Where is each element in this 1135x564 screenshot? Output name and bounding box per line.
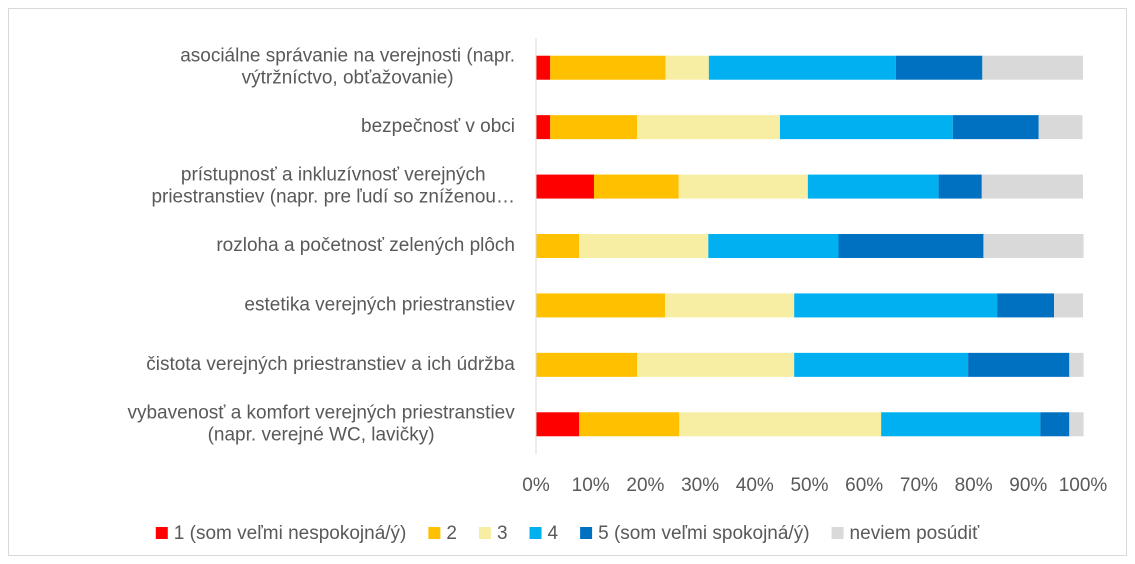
bar-segment bbox=[678, 174, 808, 199]
bar-segment bbox=[637, 115, 780, 140]
bar-segment bbox=[938, 174, 982, 199]
bar-segment bbox=[665, 55, 709, 80]
legend-label: 1 (som veľmi nespokojná/ý) bbox=[174, 523, 407, 544]
bar-segment bbox=[838, 234, 984, 258]
bar-segment bbox=[579, 412, 680, 437]
x-tick-label: 50% bbox=[790, 475, 828, 496]
bar-segment bbox=[1054, 293, 1083, 318]
bar-segment bbox=[982, 55, 1083, 80]
bar-segment bbox=[708, 55, 896, 80]
category-label: prístupnosť a inkluzívnosť verejných prie… bbox=[151, 165, 515, 208]
category-label: čistota verejných priestranstiev a ich ú… bbox=[146, 354, 515, 375]
legend-swatch bbox=[529, 527, 542, 539]
bar-segment bbox=[1069, 412, 1084, 437]
bar-segment bbox=[983, 234, 1084, 258]
bar-segment bbox=[665, 293, 795, 318]
x-tick-label: 80% bbox=[955, 475, 993, 496]
legend-item: 2 bbox=[428, 523, 457, 544]
legend-item: 4 bbox=[529, 523, 559, 544]
x-tick-label: 60% bbox=[845, 475, 883, 496]
category-label: rozloha a početnosť zelených plôch bbox=[216, 235, 515, 256]
bar-segment bbox=[536, 55, 551, 80]
legend-item: 5 (som veľmi spokojná/ý) bbox=[580, 523, 810, 544]
legend-item: 1 (som veľmi nespokojná/ý) bbox=[155, 523, 407, 544]
x-tick-label: 10% bbox=[572, 475, 610, 496]
legend-swatch bbox=[155, 527, 168, 539]
bar-segment bbox=[550, 55, 666, 80]
legend-label: 5 (som veľmi spokojná/ý) bbox=[598, 523, 809, 544]
bar-segment bbox=[807, 174, 939, 199]
legend-label: 3 bbox=[497, 523, 508, 544]
legend-swatch bbox=[478, 527, 491, 539]
category-label: bezpečnosť v obci bbox=[361, 116, 515, 137]
bar-segment bbox=[593, 174, 679, 199]
legend-label: 2 bbox=[446, 523, 457, 544]
bar-segment bbox=[1040, 412, 1070, 437]
bar-segment bbox=[794, 293, 998, 318]
chart-border bbox=[8, 8, 1127, 556]
bar-segment bbox=[708, 234, 839, 258]
category-label: asociálne správanie na verejnosti (napr.… bbox=[180, 46, 515, 89]
bar-segment bbox=[679, 412, 882, 437]
category-label: estetika verejných priestranstiev bbox=[244, 294, 515, 315]
bar-segment bbox=[1038, 115, 1083, 140]
x-tick-label: 30% bbox=[681, 475, 719, 496]
category-label: vybavenosť a komfort verejných priestran… bbox=[127, 402, 515, 445]
legend-label: neviem posúdiť bbox=[850, 523, 981, 544]
bar-segment bbox=[1069, 352, 1084, 377]
bar-segment bbox=[881, 412, 1041, 437]
bar-segment bbox=[536, 412, 580, 437]
bar-segment bbox=[637, 352, 795, 377]
bar-segment bbox=[536, 115, 551, 140]
x-tick-label: 70% bbox=[900, 475, 938, 496]
bar-segment bbox=[952, 115, 1039, 140]
x-tick-label: 40% bbox=[736, 475, 774, 496]
bar-segment bbox=[895, 55, 983, 80]
legend-item: 3 bbox=[478, 523, 508, 544]
x-tick-label: 0% bbox=[522, 475, 550, 496]
legend-swatch bbox=[831, 527, 844, 539]
bar-segment bbox=[550, 115, 638, 140]
legend-label: 4 bbox=[548, 523, 559, 544]
bar-segment bbox=[536, 293, 666, 318]
x-tick-label: 20% bbox=[626, 475, 664, 496]
bar-segment bbox=[536, 234, 580, 258]
legend-swatch bbox=[580, 527, 593, 539]
bar-segment bbox=[794, 352, 969, 377]
bar-segment bbox=[536, 174, 594, 199]
bar-segment bbox=[779, 115, 953, 140]
bar-segment bbox=[997, 293, 1055, 318]
bar-segment bbox=[981, 174, 1083, 199]
x-tick-label: 90% bbox=[1009, 475, 1047, 496]
bar-segment bbox=[968, 352, 1070, 377]
legend-swatch bbox=[428, 527, 441, 539]
legend-item: neviem posúdiť bbox=[831, 523, 981, 544]
bar-segment bbox=[579, 234, 709, 258]
bar-segment bbox=[536, 352, 638, 377]
x-tick-label: 100% bbox=[1059, 475, 1108, 496]
